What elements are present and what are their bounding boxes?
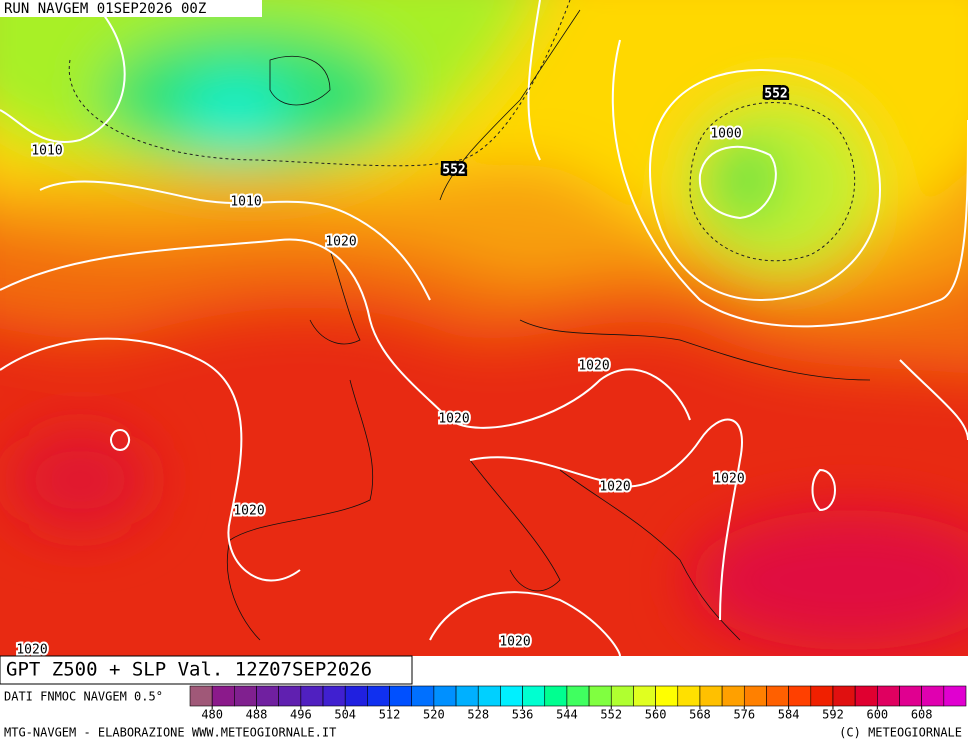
colorbar-swatch <box>433 685 457 707</box>
colorbar-tick-label: 568 <box>689 708 711 722</box>
colorbar-swatch <box>300 685 324 707</box>
isobar-label: 1020 <box>438 412 469 427</box>
footer-right: (C) METEOGIORNALE <box>839 726 962 740</box>
isobar-label: 1020 <box>16 643 47 658</box>
colorbar-swatch <box>455 685 479 707</box>
colorbar-swatch <box>588 685 612 707</box>
colorbar-swatch <box>544 685 568 707</box>
colorbar-tick-label: 488 <box>246 708 268 722</box>
colorbar-tick-label: 592 <box>822 708 844 722</box>
colorbar-swatch <box>411 685 435 707</box>
isobar-label: 1020 <box>499 635 530 650</box>
colorbar-swatch <box>211 685 235 707</box>
title-box <box>0 655 413 685</box>
colorbar-tick-label: 560 <box>645 708 667 722</box>
colorbar-swatch <box>344 685 368 707</box>
colorbar-tick-label: 512 <box>379 708 401 722</box>
colorbar-swatch <box>899 685 922 707</box>
isobar-label: 1020 <box>599 480 630 495</box>
colorbar-swatch <box>522 685 546 707</box>
map-title: GPT Z500 + SLP Val. 12Z07SEP2026 <box>6 659 372 681</box>
colorbar-swatch <box>943 685 967 707</box>
colorbar-swatch <box>610 685 634 707</box>
colorbar-swatch <box>810 685 834 707</box>
z500-552-contours <box>68 0 856 262</box>
map-field: 1010 1010 1020 552 552 1000 1020 1020 10… <box>0 0 968 658</box>
colorbar-swatch <box>500 685 523 707</box>
colorbar: 480 488 496 504 512 520 528 536 544 552 560 568 576 5… <box>189 685 967 722</box>
colorbar-swatch <box>256 685 279 707</box>
colorbar-swatch <box>655 685 679 707</box>
isobar-label: 1000 <box>710 127 741 142</box>
run-label: RUN NAVGEM 01SEP2026 00Z <box>4 1 206 17</box>
colorbar-tick-label: 600 <box>866 708 888 722</box>
colorbar-swatch <box>633 685 656 707</box>
colorbar-tick-label: 528 <box>467 708 489 722</box>
colorbar-swatch <box>477 685 501 707</box>
colorbar-swatch <box>921 685 945 707</box>
isobar-label: 1020 <box>233 504 264 519</box>
colorbar-tick-label: 520 <box>423 708 445 722</box>
footer-left: MTG-NAVGEM - ELABORAZIONE WWW.METEOGIORN… <box>4 726 336 740</box>
colorbar-swatch <box>278 685 302 707</box>
colorbar-swatch <box>234 685 257 707</box>
colorbar-swatch <box>189 685 213 707</box>
colorbar-tick-label: 544 <box>556 708 578 722</box>
z500-label: 552 <box>764 87 787 102</box>
isobar-label: 1020 <box>325 235 356 250</box>
colorbar-tick-label: 552 <box>600 708 622 722</box>
isobar-label: 1010 <box>230 195 261 210</box>
isobar-label: 1020 <box>713 472 744 487</box>
colorbar-swatch <box>721 685 745 707</box>
colorbar-tick-label: 504 <box>334 708 356 722</box>
header-box <box>0 0 262 17</box>
colorbar-tick-label: 536 <box>512 708 534 722</box>
colorbar-swatch <box>877 685 900 707</box>
colorbar-swatch <box>367 685 390 707</box>
colorbar-tick-label: 480 <box>201 708 223 722</box>
colorbar-swatch <box>699 685 723 707</box>
colorbar-swatch <box>788 685 812 707</box>
colorbar-tick-label: 584 <box>778 708 800 722</box>
colorbar-swatch <box>743 685 767 707</box>
colorbar-swatch <box>389 685 413 707</box>
isobar-label: 1010 <box>31 144 62 159</box>
colorbar-tick-label: 576 <box>733 708 755 722</box>
colorbar-swatch <box>832 685 856 707</box>
colorbar-swatch <box>854 685 878 707</box>
isobar-label: 1020 <box>578 359 609 374</box>
colorbar-swatch <box>566 685 590 707</box>
colorbar-tick-label: 608 <box>911 708 933 722</box>
isobars <box>0 0 968 656</box>
colorbar-swatch <box>766 685 789 707</box>
source-label: DATI FNMOC NAVGEM 0.5° <box>4 690 163 704</box>
colorbar-swatch <box>322 685 346 707</box>
z500-label: 552 <box>442 163 465 178</box>
colorbar-tick-label: 496 <box>290 708 312 722</box>
colorbar-swatch <box>677 685 701 707</box>
contour-labels: 1010 1010 1020 552 552 1000 1020 1020 10… <box>14 84 790 658</box>
